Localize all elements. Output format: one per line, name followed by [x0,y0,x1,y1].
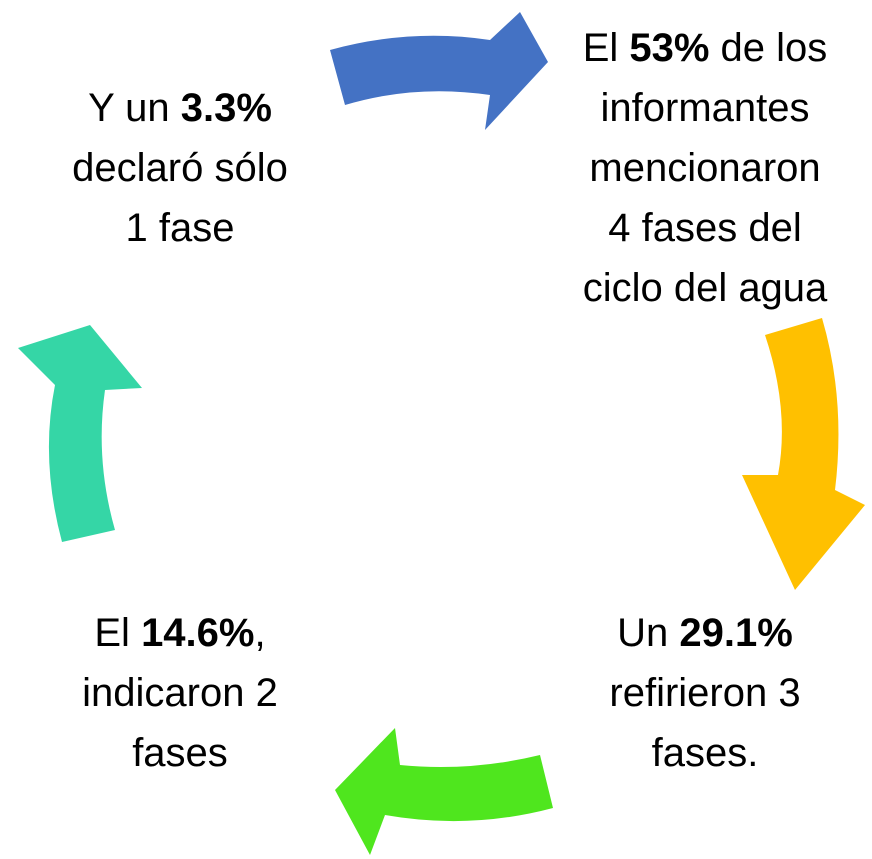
text: de los [709,26,827,70]
text-line: El 53% de los [583,26,828,70]
text: , [254,611,265,655]
text-line: Y un 3.3% [88,86,272,130]
text: mencionaron [589,146,820,190]
text: Y un [88,86,181,130]
text-line: ciclo del agua [583,266,828,310]
arrow-green [335,728,553,855]
text: El [94,611,141,655]
node-text: Un 29.1% refirieron 3 fases. [609,611,800,775]
text-line: declaró sólo [72,146,288,190]
percentage: 14.6% [141,611,254,655]
text-line: mencionaron [589,146,820,190]
node-text: El 53% de los informantes mencionaron 4 fas… [583,26,828,310]
text: fases [132,731,228,775]
text-line: 4 fases del [608,206,801,250]
percentage: 29.1% [679,611,792,655]
text-line: informantes [601,86,810,130]
percentage: 53% [629,26,709,70]
text-line: El 14.6%, [94,611,265,655]
text: El [583,26,630,70]
text: informantes [601,86,810,130]
arrow-yellow [742,318,865,590]
node-text: El 14.6%, indicaron 2 fases [82,611,278,775]
arrow-teal [18,325,142,542]
node-text: Y un 3.3% declaró sólo 1 fase [72,86,288,250]
text-line: fases [132,731,228,775]
text: 4 fases del [608,206,801,250]
text: indicaron 2 [82,671,278,715]
text: ciclo del agua [583,266,828,310]
text: refirieron 3 [609,671,800,715]
text: 1 fase [126,206,235,250]
text-line: indicaron 2 [82,671,278,715]
text-line: refirieron 3 [609,671,800,715]
text: Un [617,611,679,655]
text: fases. [652,731,759,775]
text-line: Un 29.1% [617,611,793,655]
text-line: 1 fase [126,206,235,250]
text-line: fases. [652,731,759,775]
text: declaró sólo [72,146,288,190]
percentage: 3.3% [181,86,272,130]
arrow-blue [330,12,548,130]
